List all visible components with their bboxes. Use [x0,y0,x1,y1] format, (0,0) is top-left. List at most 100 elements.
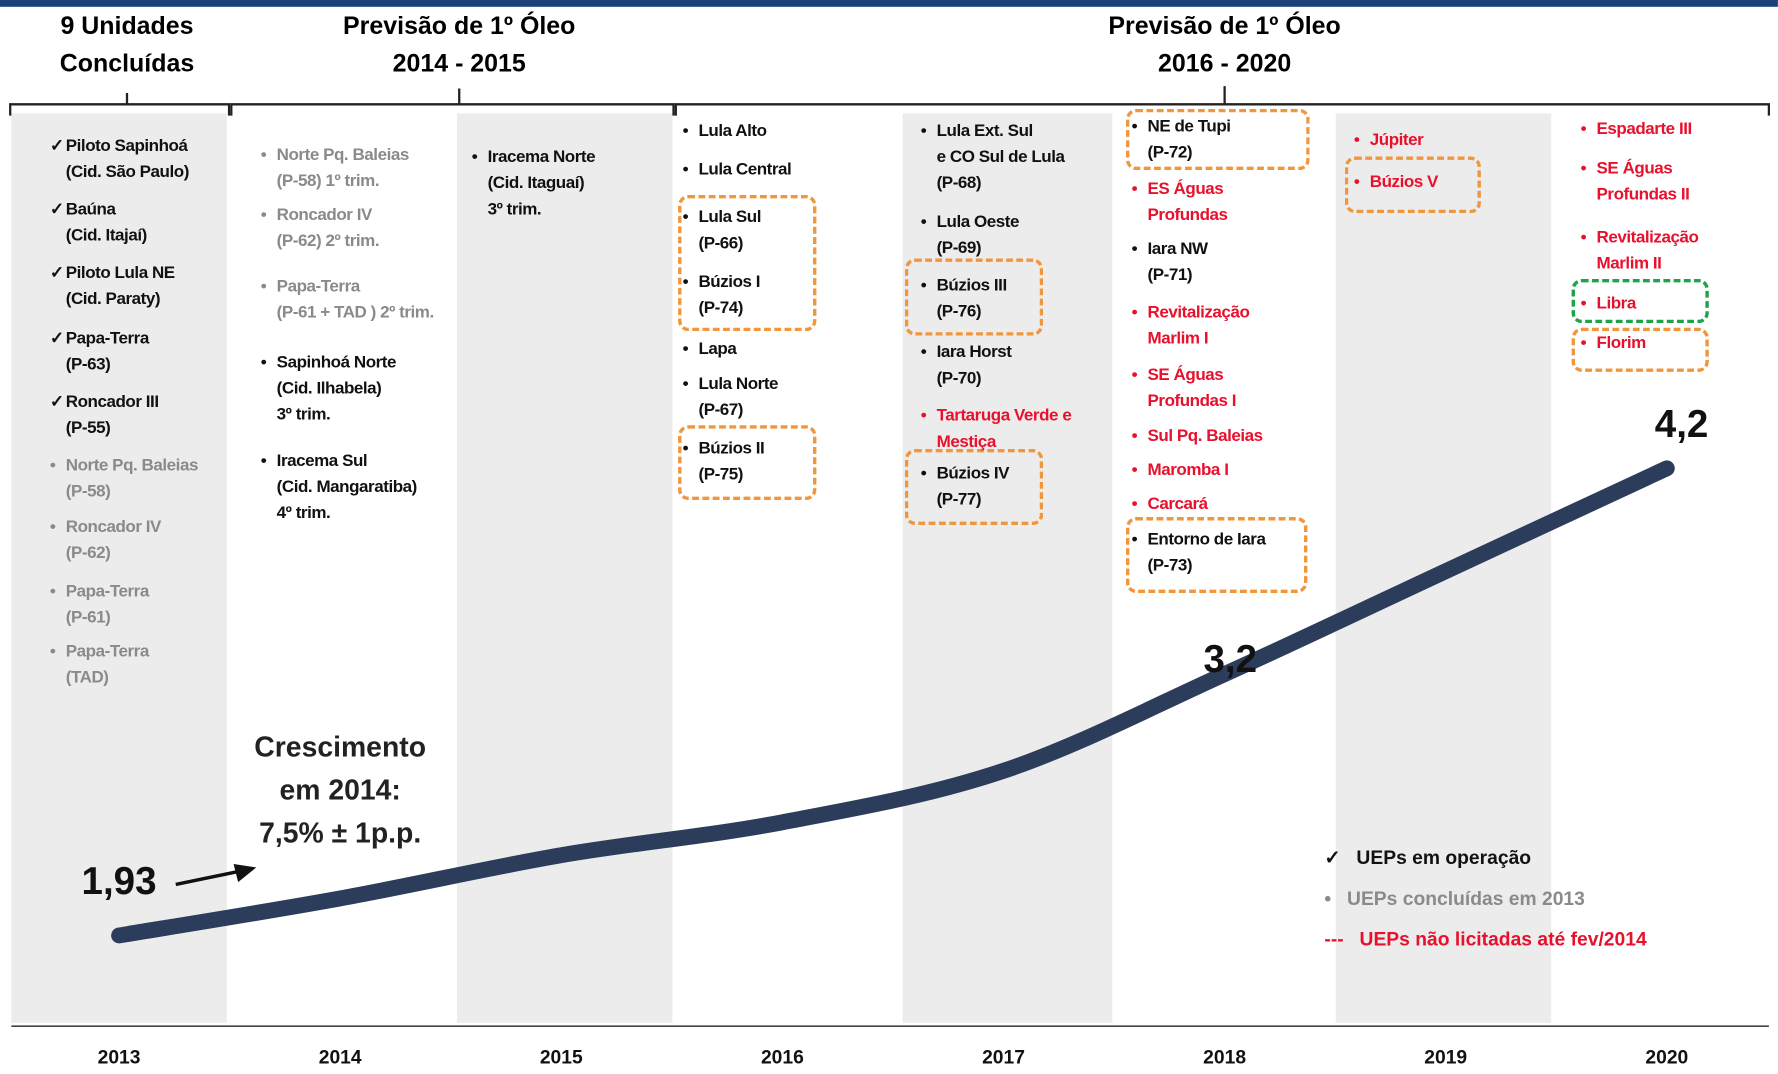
item-line: (P-63) [65,354,111,375]
item-marker: • [49,581,56,601]
item-line: Piloto Lula NE [65,263,175,283]
item-line: (P-58) 1º trim. [276,171,380,191]
item-marker: ✓ [49,263,64,283]
item-line: (P-61) [65,607,111,628]
item-line: Libra [1596,293,1637,313]
item-marker: • [1580,119,1587,139]
item-line: Espadarte III [1596,119,1693,139]
header-line: Concluídas [59,48,195,78]
item-line: (P-68) [936,173,982,193]
item: • Búzios IV (P-77) [921,460,1010,512]
item-line: (P-74) [698,298,744,318]
item-line: Entorno de Iara [1147,529,1266,549]
item-marker: • [1353,130,1360,150]
x-tick-label: 2019 [1424,1048,1467,1069]
item: ✓ Piloto Lula NE (Cid. Paraty) [50,260,175,312]
item-line: Iracema Norte [487,147,596,167]
item-line: Lula Central [698,159,792,180]
item: • Búzios III (P-76) [921,272,1007,324]
item: • SE Águas Profundas I [1132,362,1237,414]
item: • Júpiter [1354,127,1424,153]
item: ✓ Papa-Terra (P-63) [50,325,149,377]
item: • Libra [1581,290,1637,316]
x-tick-label: 2013 [98,1048,141,1069]
x-tick-label: 2018 [1203,1048,1246,1069]
x-tick-label: 2020 [1645,1048,1688,1069]
value-label: 4,2 [1654,403,1709,447]
item-marker: • [260,145,267,165]
item-line: Lapa [698,339,737,359]
item-marker: • [920,212,927,232]
item-line: Búzios V [1369,172,1439,192]
arrow [175,868,248,887]
item: • Iracema Norte (Cid. Itaguaí) 3º trim. [472,144,596,222]
item-line: 3º trim. [487,199,542,219]
highlight-box [904,449,1044,525]
column-shading [11,113,1552,1023]
header-line: 2014 - 2015 [392,48,526,78]
value-label: 1,93 [81,860,157,904]
item-line: Carcará [1147,494,1209,514]
item-marker: • [260,451,267,471]
item-line: Revitalização [1596,227,1699,248]
item: • Iara Horst (P-70) [921,339,1012,391]
header-line: 9 Unidades [60,11,194,40]
item: • Iracema Sul (Cid. Mangaratiba) 4º trim. [261,448,418,526]
item-line: Búzios II [698,438,765,459]
item-marker: ✓ [49,328,64,349]
item-marker: • [682,272,689,292]
header: Previsão de 1º Óleo 2014 - 2015 [289,7,629,82]
item-line: 3º trim. [276,404,331,425]
item-marker: • [920,275,927,295]
item-line: (P-73) [1147,555,1193,575]
item-marker: • [1131,426,1138,446]
item: • Lula Oeste (P-69) [921,209,1020,261]
x-tick-label: 2015 [540,1048,583,1069]
item-line: (P-71) [1147,265,1193,285]
item-line: Papa-Terra [276,276,361,296]
item: • Lula Norte (P-67) [683,371,779,423]
item-marker: • [1131,365,1138,385]
item-line: Mestiça [936,432,997,452]
item: • NE de Tupi (P-72) [1132,113,1231,165]
item-line: Papa-Terra [65,641,150,662]
item-line: Revitalização [1147,302,1250,323]
item-marker: • [1131,529,1138,549]
item: • SE Águas Profundas II [1581,155,1690,207]
item-marker: • [1353,172,1360,192]
item: • Carcará [1132,491,1209,517]
item-line: Búzios I [698,272,761,292]
legend-text: UEPs não licitadas até fev/2014 [1359,928,1647,951]
item: • ES Águas Profundas [1132,176,1228,228]
header-line: Previsão de 1º Óleo [343,11,576,40]
item-line: (Cid. São Paulo) [65,162,190,182]
item-marker: • [260,352,267,372]
item-line: Norte Pq. Baleias [65,455,199,476]
item: • Papa-Terra (P-61) [50,578,149,630]
legend-marker: ✓ [1324,847,1341,869]
top-bar [0,0,1778,7]
item-line: Lula Sul [698,207,762,227]
highlight-box [1125,108,1310,171]
item-marker: ✓ [49,392,64,412]
item-line: (P-75) [698,464,744,485]
item: • Roncador IV (P-62) 2º trim. [261,202,380,254]
item-marker: • [1580,158,1587,179]
highlight-box [678,195,817,332]
item-line: Lula Alto [698,121,767,141]
header-line: Previsão de 1º Óleo [1108,11,1341,40]
item-marker: • [260,276,267,296]
item-marker: • [682,159,689,180]
item-marker: • [1131,460,1138,480]
item-line: Tartaruga Verde e [936,405,1072,426]
item-line: (P-77) [936,489,982,510]
item-line: (P-69) [936,238,982,258]
item: • Sul Pq. Baleias [1132,423,1263,449]
item-line: (P-61 + TAD ) 2º trim. [276,302,435,323]
item-line: Roncador III [65,392,159,412]
header-line: 2016 - 2020 [1158,48,1292,78]
item-line: (Cid. Itaguaí) [487,173,585,193]
item-marker: • [1131,302,1138,323]
item-marker: • [49,455,56,476]
